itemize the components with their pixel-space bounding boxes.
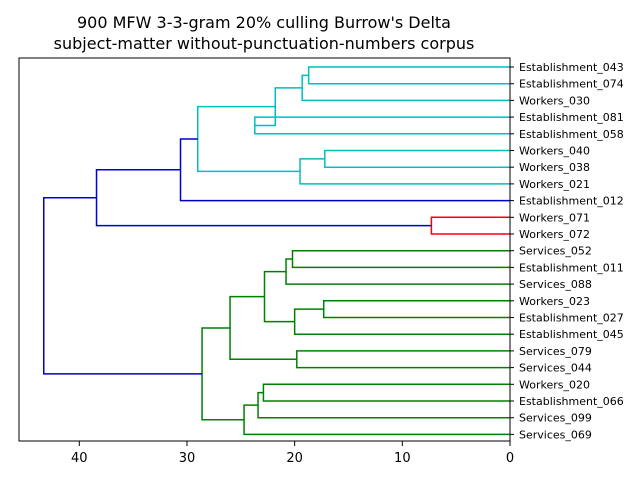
- leaf-label: Workers_030: [519, 94, 590, 107]
- x-tick-label: 30: [179, 451, 196, 466]
- x-axis-ticks: 40 30 20 10 0: [71, 441, 514, 466]
- dendrogram-link-c13: [322, 300, 510, 319]
- dendrogram-link-c3: [254, 116, 510, 135]
- chart-title: 900 MFW 3-3-gram 20% culling Burrow's De…: [0, 12, 528, 54]
- dendrogram-link-c4: [254, 87, 303, 127]
- leaf-label: Workers_021: [519, 178, 590, 191]
- dendrogram-link-c12: [285, 258, 510, 285]
- leaf-label: Establishment_066: [519, 395, 624, 408]
- leaf-label: Workers_020: [519, 378, 590, 391]
- leaf-label: Workers_038: [519, 161, 590, 174]
- leaf-labels: Establishment_043 Establishment_074 Worker…: [510, 61, 624, 441]
- dendrogram-links: [43, 66, 510, 436]
- dendrogram-link-c18: [262, 383, 510, 402]
- leaf-label: Services_088: [519, 278, 592, 291]
- dendrogram-link-c6: [299, 158, 510, 185]
- dendrogram-link-c5: [324, 149, 510, 168]
- x-tick-label: 40: [71, 451, 88, 466]
- leaf-label: Establishment_081: [519, 111, 624, 124]
- chart-title-line-1: 900 MFW 3-3-gram 20% culling Burrow's De…: [77, 13, 451, 32]
- dendrogram-link-c9: [430, 216, 510, 235]
- leaf-label: Establishment_058: [519, 128, 624, 141]
- x-tick-label: 20: [286, 451, 303, 466]
- dendrogram-link-c16: [296, 350, 510, 369]
- dendrogram-link-c1: [307, 66, 510, 85]
- leaf-label: Establishment_027: [519, 312, 624, 325]
- dendrogram-link-c2: [301, 74, 510, 102]
- leaf-label: Establishment_012: [519, 195, 624, 208]
- leaf-label: Workers_071: [519, 211, 590, 224]
- leaf-label: Establishment_045: [519, 328, 624, 341]
- dendrogram-link-c22: [43, 196, 203, 375]
- dendrogram-link-c8: [179, 138, 510, 202]
- leaf-label: Services_069: [519, 428, 592, 441]
- leaf-label: Services_099: [519, 412, 592, 425]
- dendrogram-link-c10: [95, 169, 432, 227]
- leaf-label: Services_052: [519, 245, 592, 258]
- leaf-label: Workers_072: [519, 228, 590, 241]
- leaf-label: Services_044: [519, 362, 592, 375]
- chart-title-line-2: subject-matter without-punctuation-numbe…: [53, 34, 475, 53]
- leaf-label: Establishment_074: [519, 78, 624, 91]
- dendrogram-link-c14: [293, 308, 510, 335]
- dendrogram-link-c20: [243, 404, 510, 436]
- dendrogram-link-c21: [201, 327, 245, 421]
- dendrogram-link-c11: [291, 249, 510, 269]
- leaf-label: Establishment_043: [519, 61, 624, 74]
- dendrogram-link-c15: [263, 270, 295, 323]
- leaf-label: Workers_040: [519, 145, 590, 158]
- dendrogram-link-c17: [229, 295, 297, 360]
- dendrogram-link-c19: [257, 391, 510, 419]
- leaf-label: Workers_023: [519, 295, 590, 308]
- x-tick-label: 10: [394, 451, 411, 466]
- x-tick-label: 0: [506, 451, 514, 466]
- leaf-label: Services_079: [519, 345, 592, 358]
- plot-frame: [18, 57, 511, 442]
- leaf-label: Establishment_011: [519, 261, 624, 274]
